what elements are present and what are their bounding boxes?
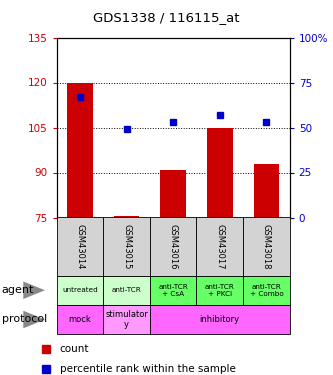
Bar [150, 276, 196, 305]
Bar [243, 276, 290, 305]
Text: GSM43014: GSM43014 [75, 224, 85, 269]
Text: GDS1338 / 116115_at: GDS1338 / 116115_at [93, 11, 240, 24]
Bar [150, 305, 290, 334]
Bar [161, 170, 186, 217]
Bar [114, 216, 139, 217]
Bar [103, 305, 150, 334]
Text: untreated: untreated [62, 287, 98, 293]
Bar [196, 276, 243, 305]
Bar [150, 217, 196, 276]
Bar [103, 276, 150, 305]
Text: count: count [60, 344, 89, 354]
Polygon shape [23, 282, 45, 299]
Text: anti-TCR
+ CsA: anti-TCR + CsA [158, 284, 188, 297]
Text: agent: agent [2, 285, 34, 295]
Text: anti-TCR: anti-TCR [112, 287, 142, 293]
Bar [196, 217, 243, 276]
Bar [57, 276, 103, 305]
Bar [254, 164, 279, 218]
Bar [57, 217, 103, 276]
Bar [57, 305, 103, 334]
Text: anti-TCR
+ PKCi: anti-TCR + PKCi [205, 284, 235, 297]
Bar [103, 217, 150, 276]
Text: GSM43016: GSM43016 [168, 224, 178, 269]
Polygon shape [23, 311, 45, 328]
Bar [243, 217, 290, 276]
Text: mock: mock [69, 315, 91, 324]
Text: inhibitory: inhibitory [200, 315, 240, 324]
Text: anti-TCR
+ Combo: anti-TCR + Combo [249, 284, 283, 297]
Text: percentile rank within the sample: percentile rank within the sample [60, 364, 236, 374]
Text: GSM43018: GSM43018 [262, 224, 271, 269]
Text: GSM43017: GSM43017 [215, 224, 224, 269]
Bar [67, 82, 93, 218]
Text: protocol: protocol [2, 315, 47, 324]
Bar [207, 128, 232, 218]
Text: stimulator
y: stimulator y [105, 310, 148, 329]
Text: GSM43015: GSM43015 [122, 224, 131, 269]
